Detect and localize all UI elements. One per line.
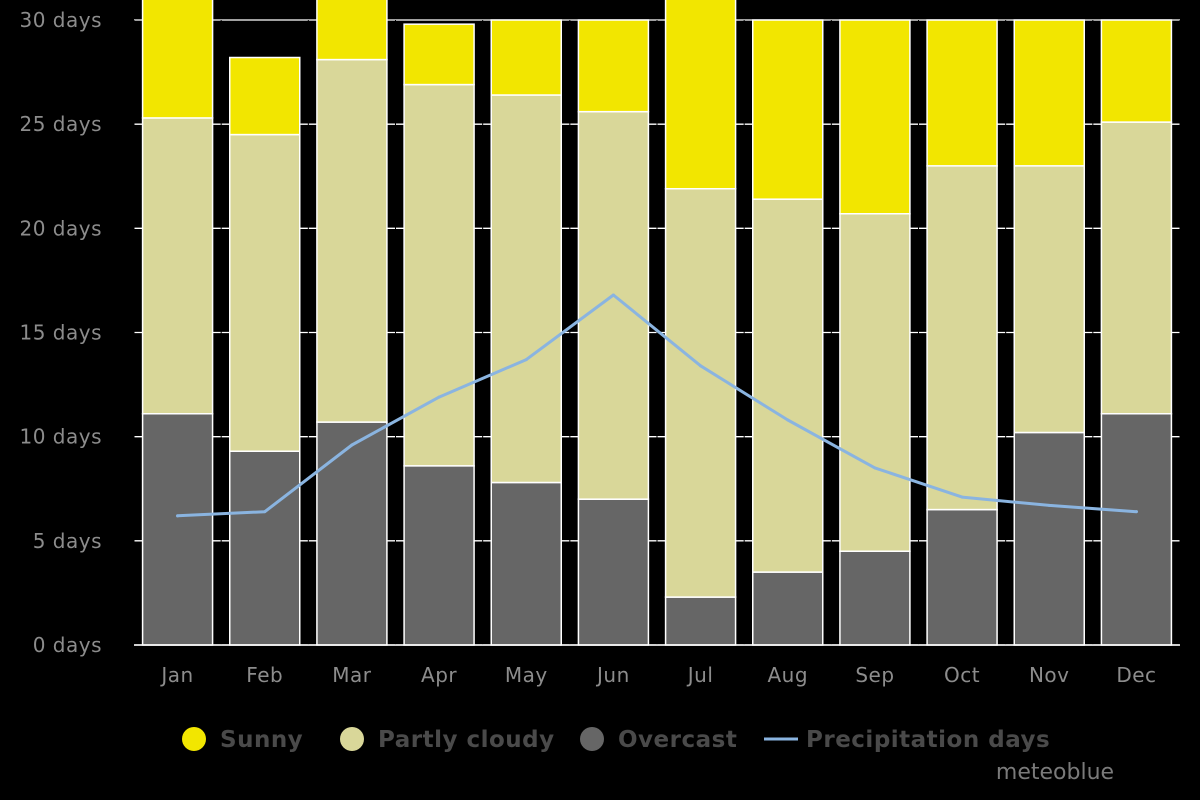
y-tick-label: 15 days: [19, 321, 102, 345]
bar-sunny-jul: [664, 0, 737, 190]
y-tick-label: 30 days: [19, 8, 102, 32]
bar-partly-cloudy-dec: [1100, 121, 1173, 415]
bar-sunny-nov: [1013, 19, 1085, 167]
bar-sunny-jun: [577, 19, 650, 113]
bar-sunny-feb: [229, 56, 301, 136]
gridlines: [133, 19, 1181, 646]
bar-partly-cloudy-nov: [1013, 165, 1085, 434]
bar-overcast-mar: [316, 421, 388, 646]
bar-overcast-oct: [926, 508, 998, 646]
bar-partly-cloudy-apr: [403, 83, 475, 467]
bar-sunny-dec: [1100, 19, 1173, 123]
precipitation-point-nov: [1047, 503, 1051, 507]
bar-partly-cloudy-jul: [664, 188, 737, 598]
precipitation-point-feb: [263, 510, 267, 514]
bar-overcast-feb: [229, 450, 301, 646]
precipitation-days-line: [176, 293, 1138, 518]
precipitation-point-jul: [699, 364, 703, 368]
x-tick-label: Sep: [855, 663, 894, 687]
precipitation-point-oct: [960, 495, 964, 499]
bar-partly-cloudy-mar: [316, 58, 388, 423]
legend-label-precipitation-days[interactable]: Precipitation days: [806, 727, 1050, 753]
legend-marker-partly-cloudy: [340, 727, 364, 751]
bar-sunny-may: [490, 19, 562, 96]
bar-overcast-nov: [1013, 431, 1085, 646]
x-tick-label: Jan: [159, 663, 193, 687]
legend-label-partly-cloudy[interactable]: Partly cloudy: [378, 727, 555, 753]
bar-partly-cloudy-may: [490, 94, 562, 484]
bar-overcast-sep: [839, 550, 911, 646]
credit-label: meteoblue: [996, 760, 1114, 785]
precipitation-point-may: [524, 358, 528, 362]
x-tick-label: Apr: [421, 663, 457, 687]
legend-marker-overcast: [580, 727, 604, 751]
bar-overcast-jun: [577, 498, 650, 646]
x-tick-label: Dec: [1116, 663, 1156, 687]
x-tick-label: Oct: [944, 663, 980, 687]
x-tick-label: Mar: [332, 663, 372, 687]
x-tick-label: Jun: [595, 663, 630, 687]
x-tick-label: Feb: [246, 663, 283, 687]
legend-marker-sunny: [182, 727, 206, 751]
bar-overcast-may: [490, 481, 562, 646]
x-tick-label: Jul: [686, 663, 714, 687]
x-tick-label: Nov: [1029, 663, 1070, 687]
bar-sunny-aug: [752, 19, 824, 200]
precipitation-line-group: [176, 293, 1138, 518]
precipitation-point-apr: [437, 395, 441, 399]
precipitation-point-sep: [873, 466, 877, 470]
legend: Sunny Partly cloudy Overcast Precipitation …: [182, 727, 1050, 753]
y-tick-label: 5 days: [33, 529, 102, 553]
precipitation-point-jan: [176, 514, 180, 518]
bar-partly-cloudy-jan: [141, 117, 214, 415]
legend-label-sunny[interactable]: Sunny: [220, 727, 303, 753]
bar-sunny-jan: [141, 0, 214, 119]
legend-label-overcast[interactable]: Overcast: [618, 727, 737, 753]
bar-overcast-jul: [664, 596, 737, 646]
precipitation-point-mar: [350, 443, 354, 447]
precipitation-point-jun: [611, 293, 615, 297]
x-tick-label: Aug: [767, 663, 808, 687]
axes: 0 days 5 days 10 days 15 days 20 days 25 days…: [19, 8, 1180, 687]
bar-sunny-apr: [403, 23, 475, 86]
bar-overcast-dec: [1100, 413, 1173, 646]
y-tick-label: 10 days: [19, 425, 102, 449]
x-tick-label: May: [505, 663, 548, 687]
bar-sunny-sep: [839, 19, 911, 215]
y-tick-label: 0 days: [33, 633, 102, 657]
bar-sunny-mar: [316, 0, 388, 61]
bar-partly-cloudy-jun: [577, 110, 650, 500]
y-tick-label: 25 days: [19, 112, 102, 136]
bar-overcast-apr: [403, 465, 475, 646]
bar-partly-cloudy-aug: [752, 198, 824, 573]
precipitation-point-dec: [1134, 510, 1138, 514]
y-tick-label: 20 days: [19, 216, 102, 240]
bar-overcast-aug: [752, 571, 824, 646]
precipitation-point-aug: [786, 418, 790, 422]
bar-sunny-oct: [926, 19, 998, 167]
bars: [141, 0, 1173, 646]
bar-partly-cloudy-sep: [839, 213, 911, 552]
bar-partly-cloudy-feb: [229, 133, 301, 452]
bar-overcast-jan: [141, 413, 214, 646]
bar-partly-cloudy-oct: [926, 165, 998, 511]
